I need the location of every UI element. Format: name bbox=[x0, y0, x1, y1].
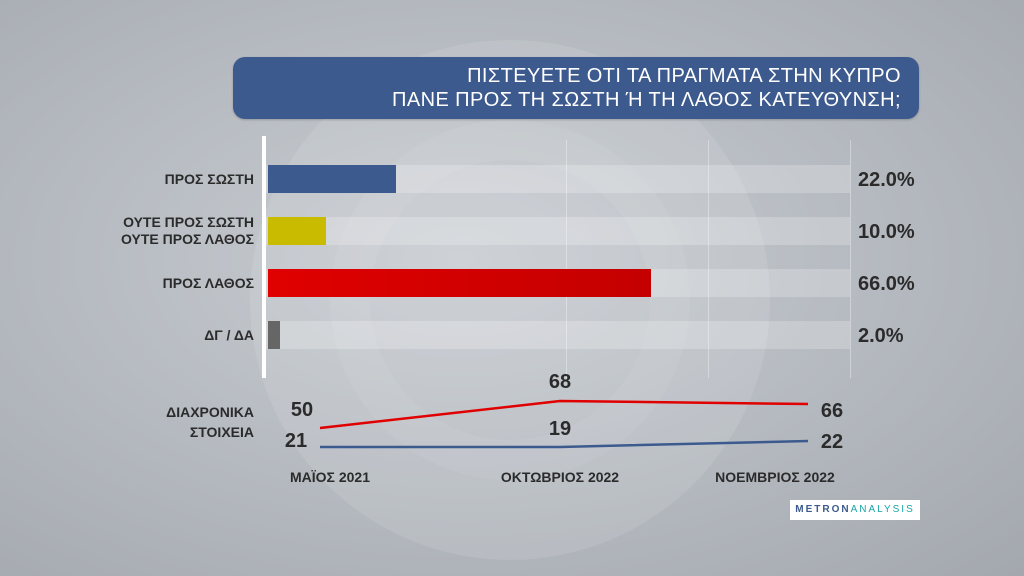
value-label-neither: 10.0% bbox=[858, 221, 915, 243]
trend-value-blue-1: 19 bbox=[548, 418, 572, 440]
trend-series-red bbox=[319, 399, 809, 430]
value-label-dk: 2.0% bbox=[858, 325, 904, 347]
bar-wrong bbox=[268, 269, 651, 297]
category-label-right: ΠΡΟΣ ΣΩΣΤΗ bbox=[165, 171, 254, 188]
trend-series-blue bbox=[320, 439, 809, 449]
category-label-line1: ΠΡΟΣ ΛΑΘΟΣ bbox=[162, 275, 254, 291]
bar-track-neither bbox=[266, 217, 850, 245]
bar-neither bbox=[268, 217, 326, 245]
trend-value-red-1: 68 bbox=[548, 371, 572, 393]
grid-line-2 bbox=[708, 140, 709, 378]
trend-value-red-0: 50 bbox=[290, 399, 314, 421]
value-label-right: 22.0% bbox=[858, 169, 915, 191]
trend-value-blue-2: 22 bbox=[820, 431, 844, 453]
period-label-1: ΟΚΤΩΒΡΙΟΣ 2022 bbox=[500, 469, 620, 485]
category-label-line2: ΟΥΤΕ ΠΡΟΣ ΛΑΘΟΣ bbox=[121, 231, 254, 247]
value-label-wrong: 66.0% bbox=[858, 273, 915, 295]
category-label-dk: ΔΓ / ΔΑ bbox=[204, 327, 254, 344]
bar-dk bbox=[268, 321, 280, 349]
logo-part1: METRON bbox=[795, 504, 851, 515]
period-label-2: ΝΟΕΜΒΡΙΟΣ 2022 bbox=[715, 469, 835, 485]
bar-right bbox=[268, 165, 396, 193]
chart-title-line2: ΠΑΝΕ ΠΡΟΣ ΤΗ ΣΩΣΤΗ Ή ΤΗ ΛΑΘΟΣ ΚΑΤΕΥΘΥΝΣΗ… bbox=[392, 89, 901, 111]
category-label-line1: ΔΓ / ΔΑ bbox=[204, 327, 254, 343]
y-axis-line bbox=[262, 136, 266, 378]
category-label-line1: ΟΥΤΕ ΠΡΟΣ ΣΩΣΤΗ bbox=[123, 214, 254, 230]
chart-title-line1: ΠΙΣΤΕΥΕΤΕ ΟΤΙ ΤΑ ΠΡΑΓΜΑΤΑ ΣΤΗΝ ΚΥΠΡΟ bbox=[467, 65, 901, 87]
category-label-line1: ΠΡΟΣ ΣΩΣΤΗ bbox=[164, 171, 254, 187]
trend-value-red-2: 66 bbox=[820, 400, 844, 422]
trend-value-blue-0: 21 bbox=[284, 430, 308, 452]
chart-title-box: ΠΙΣΤΕΥΕΤΕ ΟΤΙ ΤΑ ΠΡΑΓΜΑΤΑ ΣΤΗΝ ΚΥΠΡΟ ΠΑΝ… bbox=[233, 57, 919, 119]
period-label-0: ΜΑΪΟΣ 2021 bbox=[290, 469, 370, 485]
trend-title: ΔΙΑΧΡΟΝΙΚΑ ΣΤΟΙΧΕΙΑ bbox=[166, 402, 254, 442]
grid-line-3 bbox=[850, 140, 851, 378]
metron-analysis-logo: METRONANALYSIS bbox=[790, 500, 920, 520]
trend-title-line1: ΔΙΑΧΡΟΝΙΚΑ bbox=[166, 404, 254, 420]
grid-line-1 bbox=[566, 140, 567, 378]
bar-track-dk bbox=[266, 321, 850, 349]
category-label-neither: ΟΥΤΕ ΠΡΟΣ ΣΩΣΤΗ ΟΥΤΕ ΠΡΟΣ ΛΑΘΟΣ bbox=[121, 214, 254, 248]
category-label-wrong: ΠΡΟΣ ΛΑΘΟΣ bbox=[163, 275, 254, 292]
trend-title-line2: ΣΤΟΙΧΕΙΑ bbox=[189, 424, 254, 440]
logo-part2: ANALYSIS bbox=[850, 504, 915, 515]
